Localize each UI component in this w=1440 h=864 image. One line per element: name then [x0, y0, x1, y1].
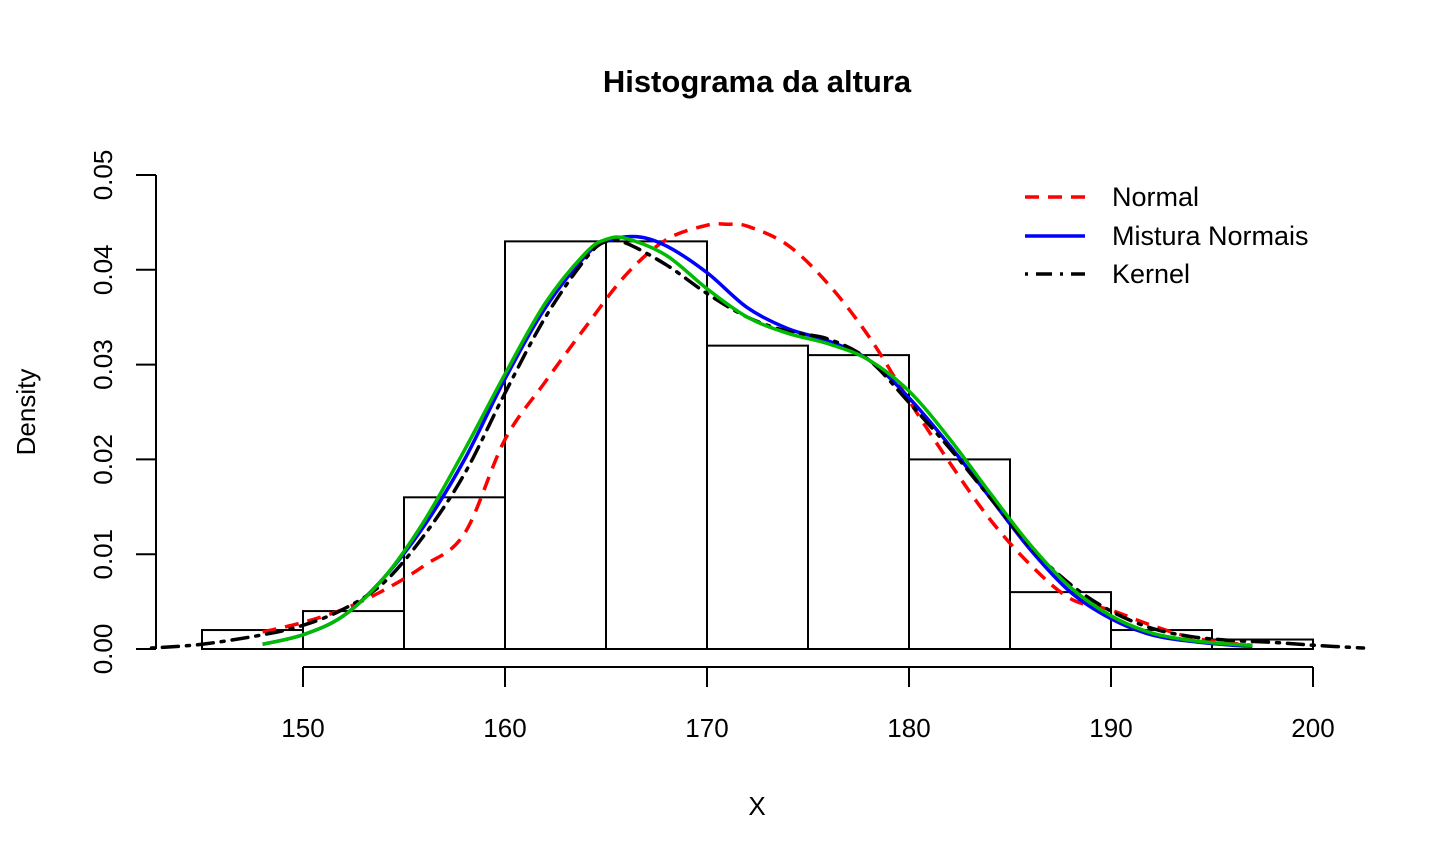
histogram-bars	[201, 240, 1314, 651]
y-tick-label: 0.00	[88, 624, 118, 675]
x-axis: 150 160 170 180 190 200	[281, 666, 1335, 743]
unlabeled-curve	[262, 235, 1253, 647]
legend-label: Normal	[1112, 182, 1199, 212]
x-axis-label: X	[748, 791, 765, 821]
y-axis-label: Density	[11, 369, 41, 456]
x-tick-label: 180	[887, 713, 930, 743]
x-tick-label: 150	[281, 713, 324, 743]
legend-label: Mistura Normais	[1112, 221, 1309, 251]
mistura-normais-curve	[262, 234, 1253, 648]
x-tick-label: 190	[1089, 713, 1132, 743]
chart-title: Histograma da altura	[603, 64, 912, 99]
normal-curve	[262, 222, 1253, 647]
y-tick-label: 0.02	[88, 434, 118, 485]
x-tick-label: 170	[685, 713, 728, 743]
x-tick-label: 200	[1291, 713, 1334, 743]
x-tick-label: 160	[483, 713, 526, 743]
density-curves	[149, 222, 1366, 650]
legend-label: Kernel	[1112, 259, 1190, 289]
y-tick-label: 0.04	[88, 244, 118, 295]
legend: Normal Mistura Normais Kernel	[1025, 182, 1309, 289]
y-tick-label: 0.05	[88, 150, 118, 201]
histogram-bar	[807, 354, 910, 650]
kernel-curve	[149, 238, 1366, 650]
y-axis: 0.00 0.01 0.02 0.03 0.04 0.05	[88, 150, 157, 675]
histogram-bar	[403, 496, 506, 650]
y-tick-label: 0.03	[88, 339, 118, 390]
histogram-bar	[908, 458, 1011, 650]
histogram-bar	[706, 344, 809, 650]
y-tick-label: 0.01	[88, 529, 118, 580]
histogram-bar	[605, 240, 708, 651]
